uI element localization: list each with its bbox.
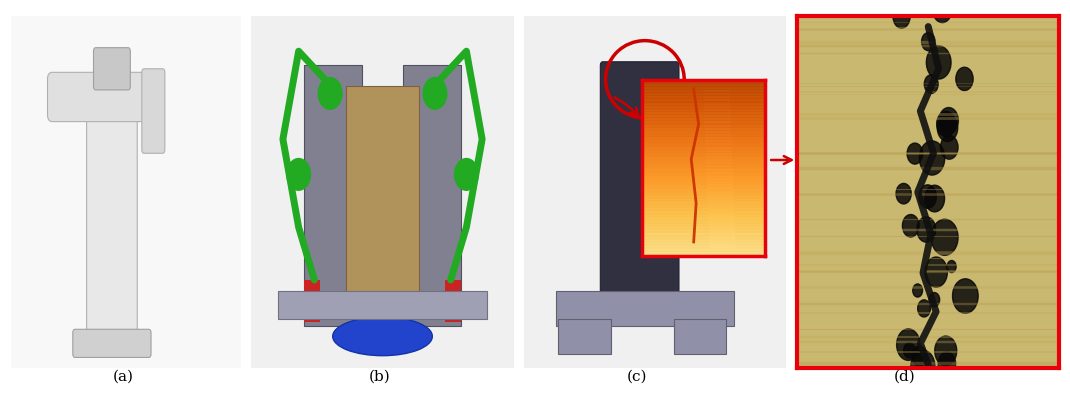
Circle shape bbox=[917, 217, 935, 242]
Circle shape bbox=[918, 300, 931, 317]
Bar bbox=[445, 280, 461, 322]
Circle shape bbox=[935, 336, 957, 366]
Circle shape bbox=[956, 67, 973, 90]
Circle shape bbox=[938, 352, 956, 376]
FancyBboxPatch shape bbox=[304, 65, 362, 326]
Circle shape bbox=[919, 185, 936, 208]
Circle shape bbox=[927, 46, 951, 79]
FancyBboxPatch shape bbox=[277, 290, 488, 319]
Circle shape bbox=[896, 184, 912, 204]
FancyBboxPatch shape bbox=[73, 329, 151, 358]
Text: (c): (c) bbox=[626, 370, 647, 384]
FancyBboxPatch shape bbox=[559, 319, 611, 354]
Circle shape bbox=[423, 78, 447, 109]
Circle shape bbox=[933, 0, 952, 22]
Circle shape bbox=[939, 108, 959, 134]
Circle shape bbox=[919, 141, 945, 175]
Text: (d): (d) bbox=[893, 370, 915, 384]
Circle shape bbox=[911, 350, 935, 382]
Text: (a): (a) bbox=[112, 370, 134, 384]
FancyBboxPatch shape bbox=[555, 290, 734, 326]
FancyBboxPatch shape bbox=[600, 62, 679, 322]
Circle shape bbox=[924, 185, 945, 212]
Circle shape bbox=[937, 114, 958, 142]
Circle shape bbox=[893, 5, 911, 28]
FancyBboxPatch shape bbox=[87, 79, 137, 347]
Circle shape bbox=[952, 279, 978, 313]
Text: (b): (b) bbox=[369, 370, 391, 384]
Circle shape bbox=[287, 158, 310, 190]
FancyBboxPatch shape bbox=[142, 69, 165, 153]
Circle shape bbox=[941, 136, 958, 159]
Circle shape bbox=[318, 78, 342, 109]
FancyBboxPatch shape bbox=[47, 72, 160, 122]
Circle shape bbox=[907, 143, 922, 164]
FancyBboxPatch shape bbox=[93, 48, 131, 90]
Ellipse shape bbox=[333, 317, 432, 356]
Circle shape bbox=[902, 214, 919, 237]
Circle shape bbox=[947, 260, 957, 272]
Bar bbox=[304, 280, 320, 322]
Circle shape bbox=[936, 111, 956, 137]
Circle shape bbox=[924, 257, 947, 287]
FancyBboxPatch shape bbox=[674, 319, 727, 354]
FancyBboxPatch shape bbox=[403, 65, 461, 326]
Circle shape bbox=[455, 158, 478, 190]
FancyBboxPatch shape bbox=[346, 86, 419, 315]
Circle shape bbox=[912, 346, 927, 366]
Circle shape bbox=[904, 343, 915, 358]
Circle shape bbox=[897, 329, 920, 360]
Circle shape bbox=[921, 32, 935, 51]
Circle shape bbox=[913, 284, 922, 297]
Circle shape bbox=[931, 219, 958, 255]
Circle shape bbox=[924, 75, 938, 94]
Circle shape bbox=[929, 292, 939, 307]
